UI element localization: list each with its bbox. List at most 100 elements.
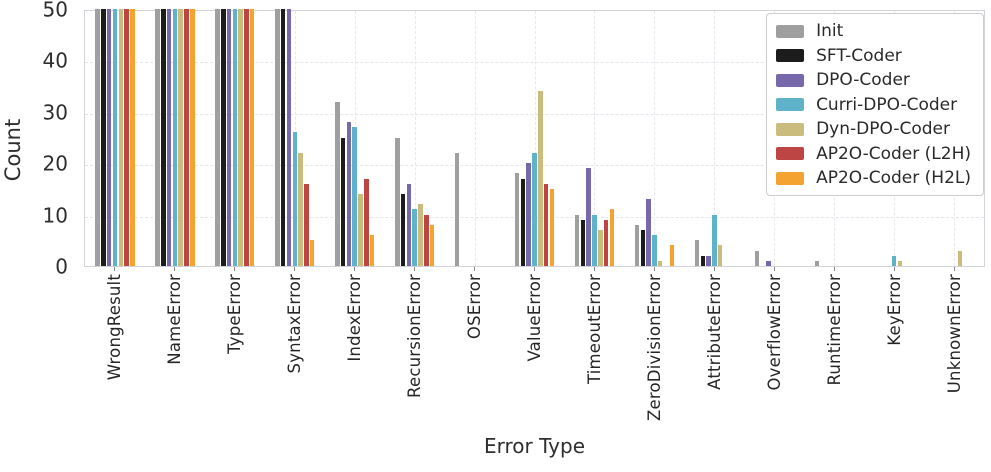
bar [178,9,183,266]
x-tick-label: OSError [464,274,484,340]
bar [609,209,615,266]
bar-group [85,9,145,266]
legend-item: Curri-DPO-Coder [776,95,971,115]
bar-group [505,11,565,266]
x-tick-cell: TimeoutError [565,267,625,421]
x-tick-cell: AttributeError [685,267,745,421]
legend-color-swatch [776,49,805,62]
bar [226,9,232,266]
bar-group [624,11,684,266]
x-tick-label: TimeoutError [585,274,605,385]
bar [754,250,760,266]
bar [335,101,340,266]
y-tick-label: 50 [42,0,68,22]
legend-label: SFT-Coder [816,45,902,66]
x-tick-cell: RuntimeError [805,267,865,421]
gridline [85,113,984,115]
bar [891,255,897,266]
bar [166,9,172,266]
bar-group [684,11,744,266]
x-tick-mark [654,267,656,271]
x-tick-label: OverflowError [765,274,785,391]
bar-group [265,9,325,266]
x-tick-label: ValueError [524,274,544,362]
bar [717,245,723,266]
bar [652,235,657,266]
bar [598,230,603,266]
x-tick-cell: TypeError [204,267,264,421]
bar [712,214,717,266]
y-tick-label: 20 [42,151,68,176]
bar-group [325,11,385,266]
x-tick-label: IndexError [344,274,364,362]
bar [532,152,537,266]
gridline [594,11,596,266]
bar [580,219,586,266]
gridline [534,11,536,266]
x-tick-label: RuntimeError [825,274,845,386]
bar [514,173,520,266]
bar [543,183,549,266]
x-tick-mark [714,267,716,271]
y-tick-label: 40 [42,48,68,73]
x-tick-cell: UnknownError [925,267,985,421]
bar-group [445,11,505,266]
x-tick-label: UnknownError [945,274,965,394]
bar [634,224,640,266]
gridline [474,11,476,266]
gridline [414,11,416,266]
bar [400,194,406,266]
bar-groups [85,9,984,266]
bar-group [145,9,205,266]
legend-color-swatch [776,73,805,87]
x-tick-mark [113,267,115,271]
plot-area: Init SFT-Coder DPO-Coder Curri-DPO-Coder Dyn… [84,9,985,267]
bar [309,240,315,266]
x-tick-label: RecursionError [404,274,424,398]
bar [221,9,226,266]
legend-item: AP2O-Coder (H2L) [776,168,971,188]
legend-color-swatch [776,24,805,38]
bar [395,137,400,266]
bar [286,9,292,266]
bar [526,163,531,266]
legend-item: Init [776,21,971,41]
x-tick-label: NameError [164,274,184,365]
x-tick-label: ZeroDivisionError [645,274,665,421]
legend-color-swatch [776,171,805,185]
y-tick-label: 30 [42,100,68,125]
bar [215,9,220,266]
bar [184,9,189,266]
bar [298,152,303,266]
x-tick-mark [533,267,535,271]
x-tick-cell: ValueError [504,267,564,421]
bar [249,9,255,266]
bar [424,214,429,266]
legend-label: AP2O-Coder (H2L) [816,168,971,188]
x-axis-label: Error Type [483,434,586,458]
bar [454,152,460,266]
bar [592,214,597,266]
bar [172,9,178,266]
legend-label: Dyn-DPO-Coder [816,119,950,139]
bar [706,255,711,266]
x-tick-cell: OSError [444,267,504,421]
bar [694,240,700,266]
x-tick-label: KeyError [885,274,905,346]
bar [112,9,118,266]
gridline [714,11,716,266]
bar [232,9,238,266]
bar [897,260,903,266]
bar [340,137,346,266]
legend-label: AP2O-Coder (L2H) [816,143,971,164]
bar [369,235,375,266]
x-tick-label: AttributeError [705,274,725,390]
x-tick-label: WrongResult [104,274,124,381]
bar [640,230,646,266]
bar [574,214,580,266]
x-tick-mark [413,267,415,271]
x-tick-mark [173,267,175,271]
x-tick-mark [834,267,836,271]
legend-item: AP2O-Coder (L2H) [776,144,971,164]
